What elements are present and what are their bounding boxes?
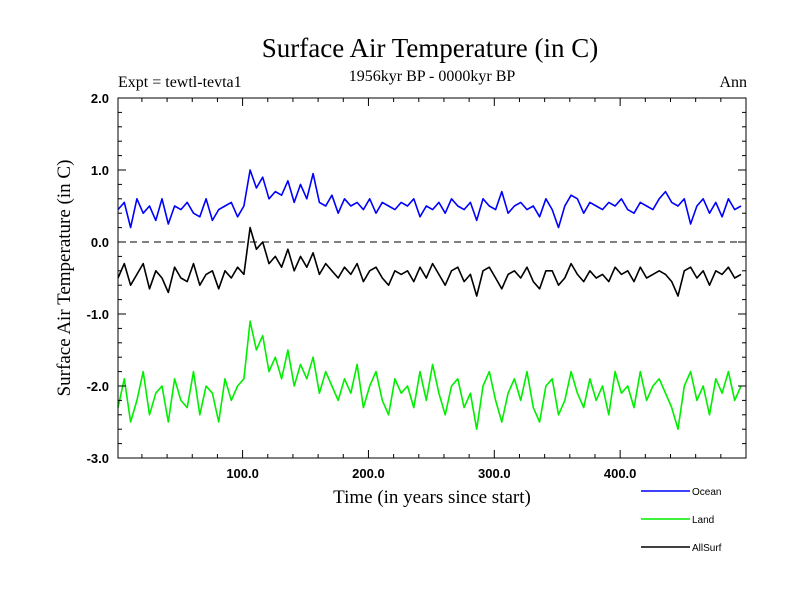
x-tick-label: 200.0 (352, 466, 385, 481)
y-tick-label: 1.0 (91, 163, 109, 178)
series-line-allsurf (117, 226, 742, 297)
x-ticks: 100.0 200.0 300.0 400.0 (141, 98, 722, 481)
x-tick-label: 100.0 (226, 466, 259, 481)
y-tick-label: 0.0 (91, 235, 109, 250)
y-axis-label: Surface Air Temperature (in C) (54, 160, 75, 397)
legend-label-ocean: Ocean (692, 487, 721, 498)
legend-label-land: Land (692, 515, 714, 526)
y-tick-label: 2.0 (91, 91, 109, 106)
y-tick-label: -2.0 (87, 379, 109, 394)
y-tick-label: -1.0 (87, 307, 109, 322)
series-line-land (117, 320, 742, 431)
chart-title: Surface Air Temperature (in C) (262, 33, 599, 63)
experiment-label: Expt = tewtl-tevta1 (118, 74, 242, 91)
x-tick-label: 300.0 (478, 466, 511, 481)
y-tick-label: -3.0 (87, 451, 109, 466)
x-axis-label: Time (in years since start) (333, 487, 531, 508)
chart-subtitle: 1956kyr BP - 0000kyr BP (349, 68, 516, 85)
plot-frame (117, 97, 747, 459)
series-lines (117, 169, 742, 431)
axes (117, 97, 747, 459)
legend-label-allsurf: AllSurf (692, 543, 722, 554)
season-label: Ann (719, 74, 747, 91)
series-line-ocean (117, 169, 742, 229)
x-tick-label: 400.0 (604, 466, 637, 481)
legend: Ocean Land AllSurf (641, 487, 722, 554)
y-ticks: 2.0 1.0 0.0 -1.0 -2.0 -3.0 (87, 91, 746, 466)
